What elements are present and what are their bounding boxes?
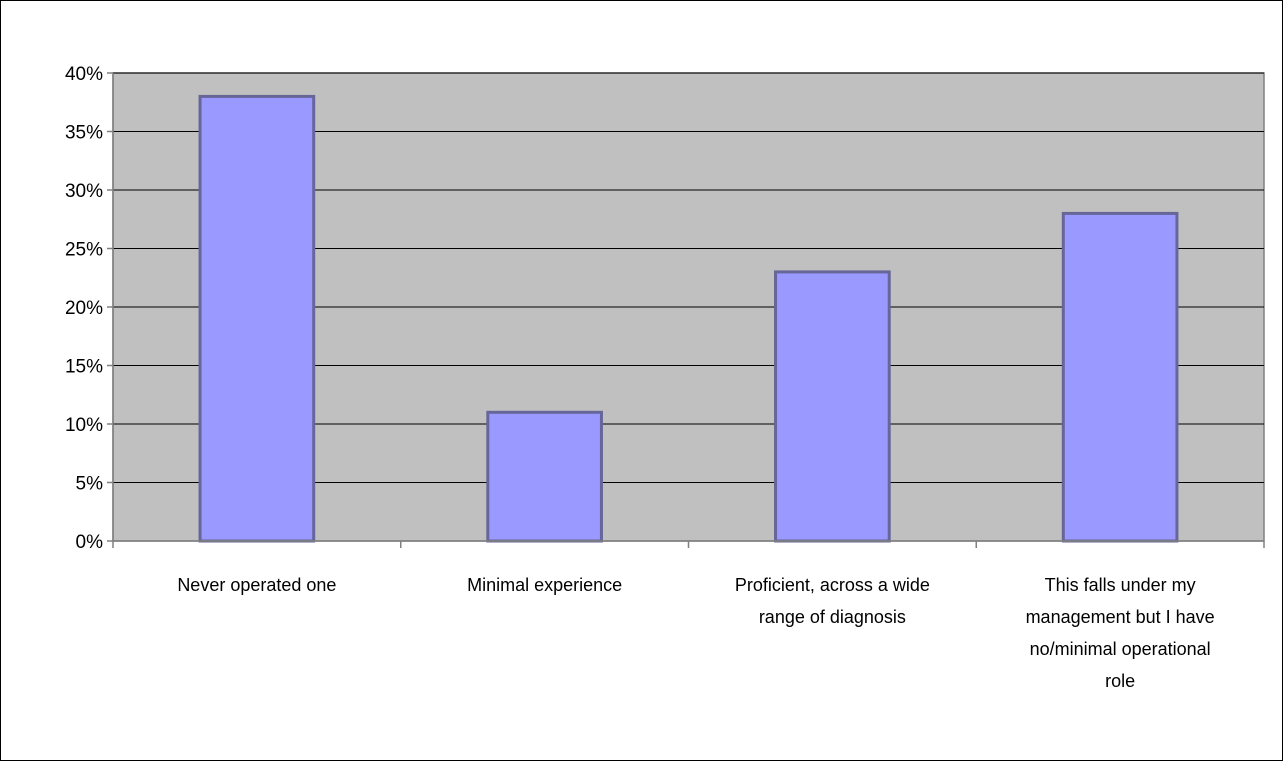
- x-category-label-line: role: [1105, 671, 1135, 691]
- bars: [198, 94, 1179, 543]
- bar: [198, 94, 316, 543]
- bar: [1061, 211, 1179, 543]
- x-category-label: Proficient, across a wide range of diagno…: [735, 575, 930, 627]
- y-tick-label: 10%: [65, 415, 103, 436]
- y-tick-label: 0%: [76, 532, 104, 553]
- y-tick-label: 25%: [65, 240, 103, 261]
- x-category-label-line: management but I have: [1026, 607, 1215, 627]
- x-category-label-line: Never operated one: [177, 575, 336, 595]
- bar: [774, 270, 891, 543]
- x-category-label-line: Minimal experience: [467, 575, 622, 595]
- x-category-label: Minimal experience: [467, 575, 622, 595]
- x-axis: Never operated one Minimal experience Prof…: [112, 540, 1265, 691]
- y-axis: 0% 5% 10% 15% 20% 25% 30% 35% 40%: [65, 64, 114, 553]
- y-tick-label: 40%: [65, 64, 103, 85]
- x-category-label-line: range of diagnosis: [759, 607, 906, 627]
- y-tick-label: 5%: [76, 474, 104, 495]
- y-tick-label: 20%: [65, 298, 103, 319]
- y-tick-label: 30%: [65, 181, 103, 202]
- y-tick-label: 15%: [65, 357, 103, 378]
- x-category-label: Never operated one: [177, 575, 336, 595]
- x-category-label-line: Proficient, across a wide: [735, 575, 930, 595]
- x-category-label-line: This falls under my: [1045, 575, 1196, 595]
- bar: [486, 410, 603, 543]
- y-tick-label: 35%: [65, 123, 103, 144]
- x-category-label-line: no/minimal operational: [1030, 639, 1211, 659]
- x-category-label: This falls under my management but I have…: [1026, 575, 1215, 691]
